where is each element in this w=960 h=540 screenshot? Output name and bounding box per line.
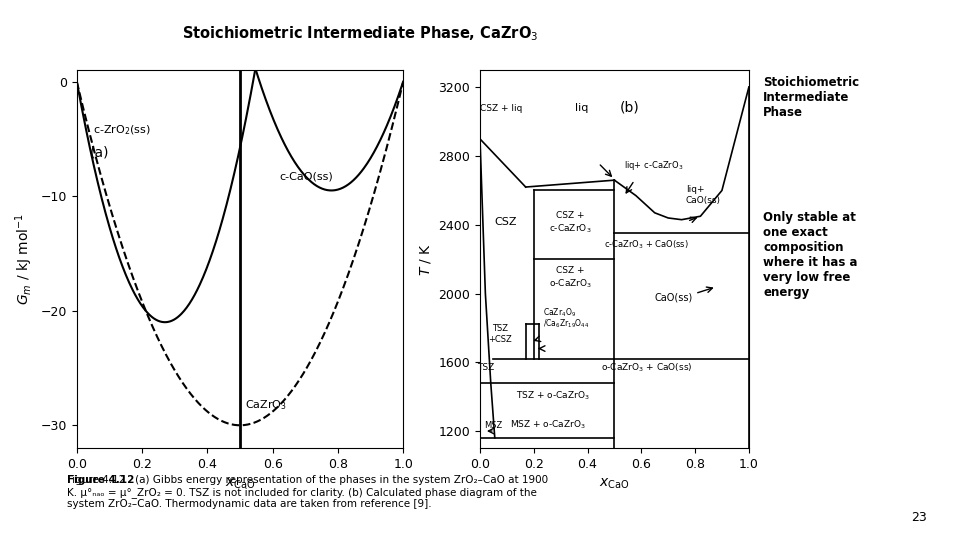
Text: CaO(ss): CaO(ss) (655, 293, 693, 302)
Text: TSZ + o-CaZrO$_3$: TSZ + o-CaZrO$_3$ (516, 389, 589, 402)
Text: Stoichiometric
Intermediate
Phase: Stoichiometric Intermediate Phase (763, 76, 859, 119)
Text: TSZ
+CSZ: TSZ +CSZ (489, 325, 512, 343)
Text: (a): (a) (90, 145, 109, 159)
Text: CSZ: CSZ (494, 217, 516, 227)
X-axis label: $x_{\mathrm{CaO}}$: $x_{\mathrm{CaO}}$ (225, 476, 255, 491)
Text: c-ZrO$_2$(ss): c-ZrO$_2$(ss) (93, 124, 151, 137)
Text: Stoichiometric Intermediate Phase, CaZrO$_3$: Stoichiometric Intermediate Phase, CaZrO… (181, 24, 539, 43)
Text: Figure 4.12: Figure 4.12 (67, 475, 134, 485)
Text: CSZ + liq: CSZ + liq (480, 104, 522, 113)
Text: TSZ: TSZ (477, 363, 494, 372)
Text: (b): (b) (620, 100, 639, 114)
Text: o-CaZrO$_3$ + CaO(ss): o-CaZrO$_3$ + CaO(ss) (601, 361, 692, 374)
Text: MSZ + o-CaZrO$_3$: MSZ + o-CaZrO$_3$ (510, 418, 586, 431)
Text: CSZ +
o-CaZrO$_3$: CSZ + o-CaZrO$_3$ (548, 266, 591, 290)
Text: CaZr$_4$O$_9$: CaZr$_4$O$_9$ (543, 307, 576, 319)
Text: 23: 23 (911, 511, 926, 524)
Text: liq: liq (575, 104, 588, 113)
Text: CaZrO$_3$: CaZrO$_3$ (245, 398, 287, 412)
X-axis label: $x_{\mathrm{CaO}}$: $x_{\mathrm{CaO}}$ (599, 476, 630, 491)
Text: liq+ c-CaZrO$_3$: liq+ c-CaZrO$_3$ (624, 159, 684, 172)
Text: CaO(ss): CaO(ss) (685, 195, 721, 205)
Y-axis label: $T$ / K: $T$ / K (418, 242, 433, 276)
Text: CSZ +
c-CaZrO$_3$: CSZ + c-CaZrO$_3$ (549, 212, 591, 235)
Y-axis label: $G_m$ / kJ mol$^{-1}$: $G_m$ / kJ mol$^{-1}$ (13, 213, 36, 305)
Text: Only stable at
one exact
composition
where it has a
very low free
energy: Only stable at one exact composition whe… (763, 211, 857, 299)
Text: Figure 4.12   (a) Gibbs energy representation of the phases in the system ZrO₂–C: Figure 4.12 (a) Gibbs energy representat… (67, 475, 548, 509)
Text: c-CaO(ss): c-CaO(ss) (279, 171, 333, 181)
Text: /Ca$_6$Zr$_{19}$O$_{44}$: /Ca$_6$Zr$_{19}$O$_{44}$ (543, 317, 589, 330)
Text: c-CaZrO$_3$ + CaO(ss): c-CaZrO$_3$ + CaO(ss) (604, 238, 689, 251)
Text: liq+: liq+ (685, 185, 704, 194)
Text: MSZ: MSZ (484, 421, 502, 430)
